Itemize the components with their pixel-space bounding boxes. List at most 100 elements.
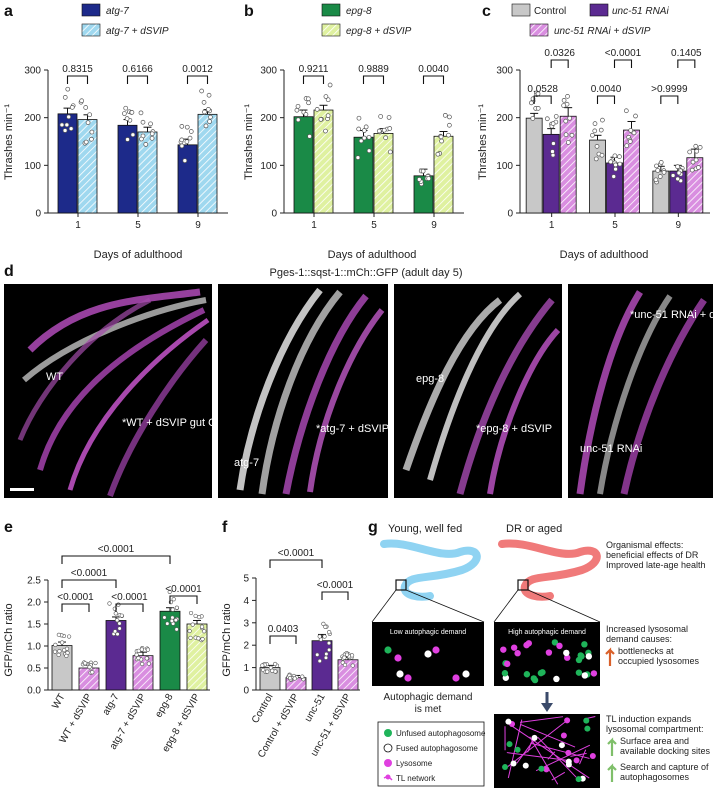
data-point (57, 649, 62, 654)
y-tick-label: 0 (243, 686, 249, 697)
schematic-dot (551, 639, 559, 646)
x-axis-label-c: Days of adulthood (560, 249, 649, 261)
data-point (162, 615, 167, 620)
data-point (653, 177, 659, 183)
schematic-dot (575, 669, 583, 676)
p-value-label: <0.0001 (605, 48, 642, 59)
panel-a: atg-7 atg-7 + dSVIP Thrashes min⁻¹ Days … (3, 3, 228, 261)
significance-bracket (115, 603, 144, 612)
tl-tubule (505, 721, 590, 779)
data-point (138, 110, 144, 116)
data-point (165, 621, 170, 626)
legend-swatch-epg8-dsvip (321, 23, 341, 37)
data-point (167, 589, 172, 595)
aged-worm-icon (498, 539, 601, 601)
legend-atg7-dsvip: atg-7 + dSVIP (106, 26, 169, 37)
bar (589, 139, 606, 214)
schematic-dot (575, 776, 582, 783)
label-epg8-dsvip: *epg-8 + dSVIP (476, 423, 552, 435)
schematic-dot (522, 762, 529, 769)
y-tick-label: 0 (35, 209, 41, 220)
data-point (563, 132, 569, 138)
data-point (171, 597, 176, 602)
data-point (314, 107, 320, 112)
data-point (202, 629, 207, 634)
bar (337, 659, 359, 691)
data-point (355, 155, 361, 160)
org-effects-2: Improved late-age health (606, 560, 706, 570)
data-point (529, 100, 534, 106)
tl-tubule (527, 740, 533, 753)
y-tick-label: 0.0 (27, 686, 41, 697)
data-point (376, 128, 382, 134)
significance-bracket (66, 75, 89, 84)
data-point (193, 613, 198, 619)
data-point (303, 112, 309, 117)
bar (293, 116, 314, 214)
panel-letter-e: e (4, 519, 13, 536)
high-demand-label: High autophagic demand (508, 629, 586, 636)
significance-bracket (533, 95, 552, 104)
data-point (190, 622, 195, 627)
data-point (272, 661, 278, 667)
data-point (174, 605, 179, 610)
micrograph-epg8: epg-8 *epg-8 + dSVIP (394, 284, 562, 498)
data-point (140, 119, 146, 125)
data-point (199, 624, 205, 629)
demand-met-2: is met (415, 704, 442, 715)
data-point (64, 653, 69, 658)
data-point (64, 122, 70, 128)
data-point (420, 168, 426, 174)
y-tick-label: 1 (243, 663, 249, 674)
data-point (693, 157, 699, 163)
p-value-label: >0.9999 (651, 84, 688, 95)
y-axis-label-a: Thrashes min⁻¹ (3, 104, 15, 180)
schematic-dot (589, 752, 596, 759)
data-point (386, 115, 392, 120)
schematic-dot (462, 670, 470, 678)
schematic-dot (543, 766, 550, 773)
data-point (174, 627, 179, 632)
schematic-dot (500, 646, 507, 653)
legend-lysosome: Lysosome (396, 759, 433, 768)
tl-2: lysosomal compartment: (606, 724, 704, 734)
legend-tl: TL network (396, 774, 436, 783)
label-young: Young, well fed (388, 523, 462, 535)
data-point (305, 96, 311, 102)
data-point (182, 158, 188, 164)
schematic-dot (565, 749, 572, 756)
tl-4: available docking sites (620, 746, 711, 756)
data-point (323, 94, 329, 99)
data-point (145, 647, 151, 652)
chart-b: 0 100 200 300 1 5 9 0.9211 0.9889 0.0040 (260, 64, 464, 231)
panel-letter-d: d (4, 263, 14, 280)
significance-bracket (269, 559, 323, 568)
bar (159, 610, 181, 691)
data-point (687, 149, 693, 155)
significance-bracket (61, 603, 90, 612)
schematic-dot (424, 650, 432, 658)
data-point (68, 126, 74, 132)
data-point (69, 105, 75, 110)
data-point (446, 132, 451, 138)
data-point (62, 128, 68, 133)
bar (186, 623, 208, 691)
data-point (59, 122, 65, 128)
bar (197, 113, 218, 214)
data-point (561, 97, 567, 103)
bar (433, 135, 454, 214)
data-point (62, 648, 67, 653)
legend-control: Control (534, 6, 566, 17)
data-point (295, 117, 301, 123)
legend-unfused: Unfused autophagosome (396, 729, 486, 738)
significance-bracket (613, 59, 633, 68)
legend-fused: Fused autophagosome (396, 744, 478, 753)
bar (313, 109, 334, 214)
schematic-dot (531, 734, 538, 741)
p-value-label: 0.0040 (418, 64, 449, 75)
org-effects-title: Organismal effects: (606, 540, 683, 550)
p-value-label: <0.0001 (317, 580, 354, 591)
legend-box-g (377, 721, 485, 787)
panel-letter-c: c (482, 3, 491, 20)
